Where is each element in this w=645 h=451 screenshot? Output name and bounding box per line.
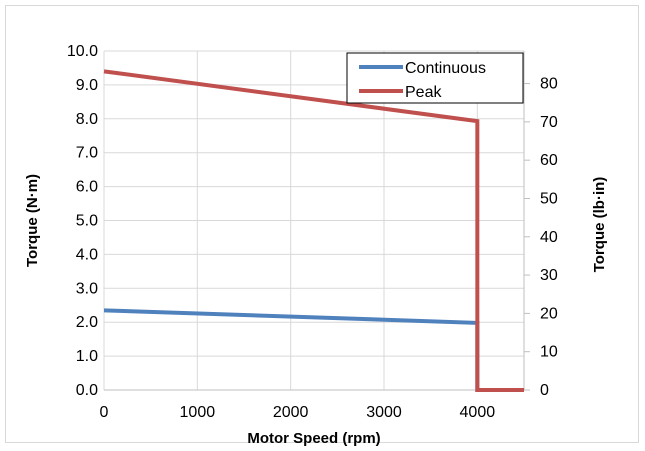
tick-labels: 0.0 1.0 2.0 3.0 4.0 5.0 6.0 7.0 8.0 9.0 10.0 0 1000 2… — [67, 43, 558, 421]
y-tick-label: 0.0 — [76, 382, 98, 399]
legend: Continuous Peak — [346, 52, 524, 104]
y2-tick-label: 30 — [540, 267, 558, 284]
x-tick-label: 3000 — [366, 404, 402, 421]
legend-box — [346, 52, 524, 104]
secondary-axis-ticks — [524, 83, 530, 391]
secondary-y-axis-title: Torque (lb·in) — [591, 177, 608, 273]
y-tick-label: 4.0 — [76, 246, 98, 263]
y2-tick-label: 0 — [540, 382, 549, 399]
y2-tick-label: 40 — [540, 229, 558, 246]
legend-label-peak: Peak — [405, 84, 442, 101]
y2-tick-label: 60 — [540, 152, 558, 169]
y2-tick-label: 70 — [540, 114, 558, 131]
x-axis-title: Motor Speed (rpm) — [247, 430, 380, 447]
plot-area-border — [103, 50, 525, 391]
x-tick-label: 0 — [100, 404, 109, 421]
y-axis-title: Torque (N·m) — [24, 174, 41, 267]
y-tick-label: 9.0 — [76, 77, 98, 94]
y-tick-label: 3.0 — [76, 280, 98, 297]
y-tick-label: 6.0 — [76, 179, 98, 196]
legend-label-continuous: Continuous — [405, 60, 486, 77]
y2-tick-label: 80 — [540, 76, 558, 93]
series-lines — [103, 69, 524, 392]
y-tick-label: 2.0 — [76, 314, 98, 331]
y-tick-label: 8.0 — [76, 111, 98, 128]
chart-frame — [5, 5, 639, 443]
series-line-peak — [103, 69, 524, 392]
x-tick-label: 1000 — [180, 404, 216, 421]
x-tick-label: 2000 — [273, 404, 309, 421]
y2-tick-label: 50 — [540, 190, 558, 207]
y-tick-label: 5.0 — [76, 213, 98, 230]
y-tick-label: 10.0 — [67, 43, 98, 60]
x-tick-label: 4000 — [460, 404, 496, 421]
y2-tick-label: 20 — [540, 305, 558, 322]
y-tick-label: 1.0 — [76, 348, 98, 365]
y-tick-label: 7.0 — [76, 145, 98, 162]
y2-tick-label: 10 — [540, 344, 558, 361]
